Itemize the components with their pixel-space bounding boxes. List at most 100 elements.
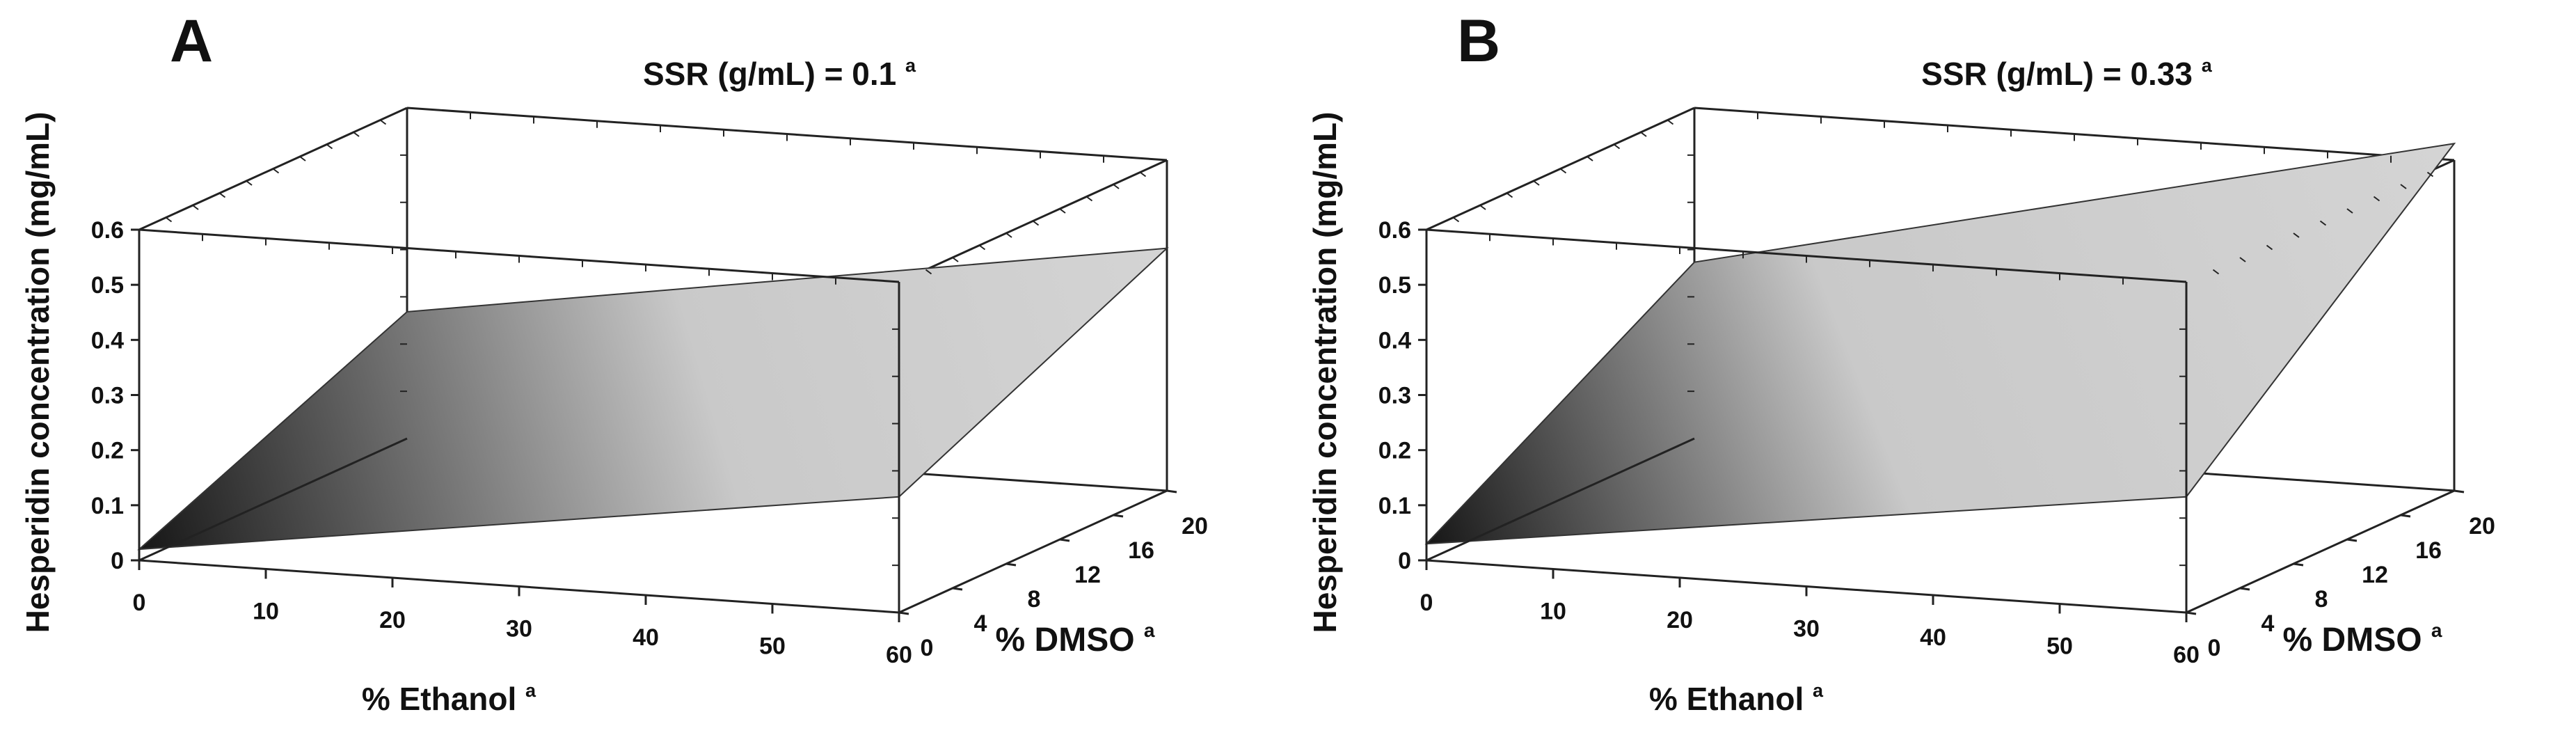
- chart-panel-B: 0 10 20 30 40 50 60 0 4 8 12 16 20 0 0.1 0.2 0.3 0.4 0.5 0.…: [1307, 8, 2495, 717]
- panel-label: B: [1457, 8, 1500, 74]
- ethanol-tick-label: 0: [1420, 590, 1433, 616]
- concentration-tick-label: 0.3: [91, 383, 124, 409]
- right-top-minor-tick: [2426, 171, 2434, 177]
- right-top-minor-tick: [2346, 208, 2353, 214]
- left-top-minor-tick: [272, 168, 280, 174]
- dmso-axis-label: % DMSO a: [2283, 619, 2442, 658]
- concentration-tick-label: 0.2: [91, 438, 124, 464]
- right-top-minor-tick: [925, 269, 932, 275]
- dmso-tick-label: 0: [921, 635, 934, 661]
- concentration-tick-label: 0: [111, 548, 124, 574]
- ethanol-tick-label: 10: [1540, 599, 1566, 625]
- ethanol-axis-label: % Ethanol a: [1649, 680, 1824, 717]
- ethanol-tick-label: 20: [379, 607, 406, 633]
- dmso-tick: [2454, 489, 2465, 494]
- response-surface: [1424, 142, 2456, 545]
- box-edge-left-bottom: [138, 437, 408, 562]
- left-top-minor-tick: [1640, 132, 1647, 137]
- concentration-tick-label: 0.1: [1378, 493, 1411, 519]
- left-top-minor-tick: [218, 192, 226, 198]
- left-top-minor-tick: [192, 205, 199, 210]
- dmso-tick: [2293, 562, 2304, 567]
- right-top-minor-tick: [978, 244, 986, 251]
- left-top-minor-tick: [1479, 205, 1486, 210]
- right-top-minor-tick: [2400, 184, 2407, 189]
- left-top-minor-tick: [165, 216, 173, 223]
- left-top-minor-tick: [246, 180, 253, 186]
- chart-title: SSR (g/mL) = 0.1 a: [643, 55, 916, 92]
- left-top-minor-tick: [1533, 180, 1540, 186]
- dmso-tick: [2239, 587, 2250, 591]
- ethanol-tick-label: 50: [2046, 633, 2073, 660]
- dmso-axis-label: % DMSO a: [996, 619, 1155, 658]
- ethanol-tick-label: 30: [506, 616, 532, 642]
- dmso-tick-label: 12: [2362, 562, 2388, 588]
- right-top-minor-tick: [2373, 196, 2380, 202]
- dmso-tick-label: 16: [1128, 537, 1154, 564]
- concentration-tick-label: 0.4: [91, 327, 124, 354]
- right-top-minor-tick: [2266, 244, 2273, 251]
- dmso-tick-label: 0: [2208, 635, 2221, 661]
- panel-label: A: [170, 8, 213, 74]
- ethanol-tick-label: 40: [1920, 624, 1946, 651]
- dmso-tick: [952, 587, 963, 591]
- right-top-minor-tick: [1032, 220, 1040, 226]
- left-top-minor-tick: [1667, 119, 1674, 125]
- box-edge-left-bottom: [1426, 437, 1695, 562]
- right-top-minor-tick: [1113, 184, 1120, 189]
- left-top-minor-tick: [326, 143, 333, 150]
- right-top-minor-tick: [1059, 208, 1066, 214]
- dmso-tick-label: 4: [2261, 610, 2275, 637]
- right-top-minor-tick: [1086, 196, 1093, 202]
- left-top-minor-tick: [353, 132, 360, 137]
- dmso-tick: [1005, 562, 1017, 567]
- right-top-minor-tick: [2239, 257, 2246, 262]
- dmso-tick-label: 8: [2315, 586, 2328, 613]
- concentration-tick-label: 0.2: [1378, 438, 1411, 464]
- dmso-tick: [1113, 514, 1124, 518]
- left-top-minor-tick: [1452, 216, 1460, 223]
- dmso-tick: [2346, 538, 2358, 542]
- dmso-tick-label: 12: [1074, 562, 1101, 588]
- ethanol-tick-label: 50: [759, 633, 786, 660]
- dmso-tick: [898, 611, 909, 615]
- ethanol-axis-label: % Ethanol a: [362, 680, 536, 717]
- chart-panel-A: 0 10 20 30 40 50 60 0 4 8 12 16 20 0 0.1 0.2 0.3 0.4 0.5 0.…: [19, 8, 1208, 717]
- left-top-minor-tick: [1587, 156, 1593, 161]
- concentration-tick-label: 0.6: [1378, 217, 1411, 244]
- left-top-minor-tick: [1559, 168, 1567, 174]
- ethanol-tick-label: 60: [2173, 642, 2200, 668]
- chart-title: SSR (g/mL) = 0.33 a: [1921, 55, 2213, 92]
- right-top-minor-tick: [952, 257, 959, 262]
- ethanol-tick-label: 20: [1667, 607, 1693, 633]
- ethanol-tick-label: 10: [253, 599, 279, 625]
- dmso-tick: [1059, 538, 1070, 542]
- left-top-minor-tick: [1613, 143, 1621, 150]
- concentration-tick-label: 0.5: [91, 272, 124, 299]
- response-surface: [137, 247, 1169, 551]
- concentration-tick-label: 0.1: [91, 493, 124, 519]
- dmso-tick-label: 16: [2415, 537, 2442, 564]
- ethanol-tick-label: 60: [886, 642, 912, 668]
- concentration-tick-label: 0.4: [1378, 327, 1411, 354]
- concentration-axis-label: Hesperidin concentration (mg/mL): [19, 112, 56, 633]
- right-top-minor-tick: [1005, 232, 1012, 238]
- dmso-tick: [2186, 611, 2197, 615]
- ethanol-tick-label: 40: [633, 624, 659, 651]
- right-top-minor-tick: [2293, 232, 2300, 238]
- ethanol-tick-label: 30: [1793, 616, 1820, 642]
- concentration-axis-label: Hesperidin concentration (mg/mL): [1307, 112, 1343, 633]
- left-top-minor-tick: [1506, 192, 1513, 198]
- left-top-minor-tick: [299, 156, 306, 161]
- dmso-tick-label: 4: [974, 610, 987, 637]
- ethanol-tick-label: 0: [133, 590, 146, 616]
- concentration-tick-label: 0.6: [91, 217, 124, 244]
- concentration-tick-label: 0: [1398, 548, 1411, 574]
- dmso-axis-line: [2186, 489, 2455, 614]
- dmso-tick: [1166, 489, 1177, 494]
- dmso-tick-label: 20: [1182, 513, 1208, 539]
- concentration-tick-label: 0.5: [1378, 272, 1411, 299]
- dmso-tick-label: 8: [1028, 586, 1041, 613]
